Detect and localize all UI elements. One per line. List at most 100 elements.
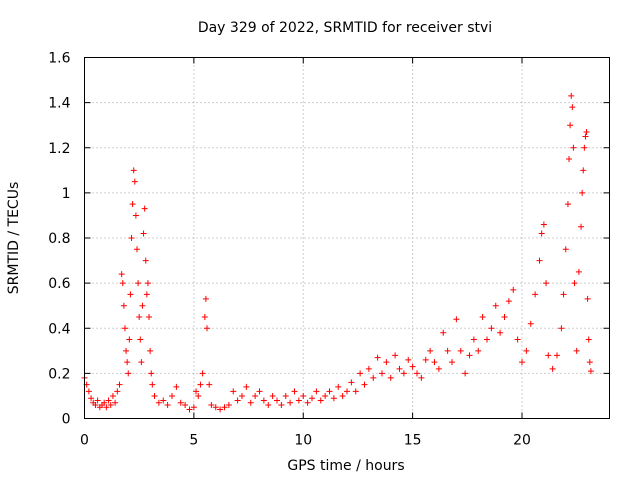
data-point <box>566 156 573 163</box>
data-point <box>484 336 490 343</box>
data-point <box>357 370 364 377</box>
data-point <box>300 392 307 399</box>
data-point <box>514 336 521 343</box>
data-point <box>344 388 350 395</box>
data-point <box>392 352 399 359</box>
data-point <box>160 397 167 404</box>
data-point <box>173 383 180 390</box>
data-point <box>126 336 133 343</box>
data-point <box>274 397 280 404</box>
data-point <box>291 388 298 395</box>
data-point <box>400 370 407 377</box>
data-point <box>128 235 135 241</box>
data-point <box>195 392 202 399</box>
x-axis-label: GPS time / hours <box>287 458 404 474</box>
data-point <box>134 246 140 253</box>
data-point <box>186 406 193 413</box>
data-point <box>103 404 110 411</box>
data-point <box>243 383 250 390</box>
data-point <box>573 347 580 354</box>
data-point <box>510 286 517 293</box>
data-point <box>149 381 156 388</box>
data-point <box>256 388 263 395</box>
data-point <box>570 144 577 151</box>
data-point <box>118 271 125 278</box>
data-point <box>190 404 197 411</box>
scatter-points <box>81 92 594 413</box>
data-point <box>287 399 294 406</box>
y-axis-label: SRMTID / TECUs <box>6 182 22 295</box>
data-point <box>120 302 127 309</box>
data-point <box>127 291 134 298</box>
data-point <box>317 397 324 404</box>
data-point <box>202 295 209 302</box>
y-tick-labels: 0 0.2 0.4 0.6 0.8 1 1.2 1.4 1.6 <box>48 51 70 428</box>
data-point <box>101 399 108 406</box>
data-point <box>560 291 567 298</box>
data-point <box>567 122 574 129</box>
data-point <box>208 401 215 408</box>
data-point <box>142 257 149 264</box>
data-point <box>488 325 495 332</box>
data-point <box>532 291 539 298</box>
data-point <box>125 370 132 377</box>
data-point <box>88 395 95 402</box>
data-point <box>519 359 525 366</box>
data-point <box>583 128 590 135</box>
data-point <box>182 401 189 408</box>
data-point <box>146 313 153 320</box>
data-point <box>339 392 346 399</box>
y-tick-label: 0.6 <box>48 276 70 292</box>
data-point <box>575 268 582 275</box>
data-point <box>586 359 593 366</box>
data-point <box>123 347 130 354</box>
data-point <box>143 291 150 298</box>
data-point <box>492 302 499 309</box>
data-point <box>247 399 254 406</box>
data-point <box>304 399 311 406</box>
data-point <box>119 280 126 287</box>
data-point <box>313 388 320 395</box>
data-point <box>177 399 184 406</box>
x-tick-label: 5 <box>189 433 198 449</box>
data-point <box>130 167 137 174</box>
data-point <box>295 397 302 404</box>
axis-ticks <box>84 57 610 419</box>
data-point <box>568 92 575 99</box>
y-tick-label: 0 <box>62 412 71 428</box>
data-point <box>449 359 455 366</box>
data-point <box>148 370 155 377</box>
data-point <box>147 347 154 354</box>
data-point <box>201 313 208 320</box>
data-point <box>584 295 591 302</box>
data-point <box>569 104 576 111</box>
data-point <box>379 370 385 377</box>
grid-lines <box>84 57 610 419</box>
data-point <box>582 133 589 140</box>
data-point <box>225 401 232 408</box>
data-point <box>138 359 145 366</box>
data-point <box>370 374 377 381</box>
data-point <box>140 230 147 237</box>
data-point <box>322 392 329 399</box>
data-point <box>444 347 451 354</box>
chart-title: Day 329 of 2022, SRMTID for receiver stv… <box>198 20 492 36</box>
data-point <box>252 392 259 399</box>
data-point <box>234 397 241 404</box>
data-point <box>396 365 403 372</box>
data-point <box>466 352 473 359</box>
data-point <box>374 354 381 361</box>
data-point <box>105 397 112 404</box>
data-point <box>164 401 171 408</box>
data-point <box>562 246 569 253</box>
data-point <box>549 365 556 372</box>
y-tick-label: 0.2 <box>48 366 70 382</box>
data-point <box>497 329 504 336</box>
data-point <box>132 212 139 219</box>
data-point <box>361 381 368 388</box>
data-point <box>260 397 267 404</box>
data-point <box>85 388 92 395</box>
data-point <box>352 388 359 395</box>
data-point <box>107 401 114 408</box>
x-tick-label: 10 <box>294 433 312 449</box>
